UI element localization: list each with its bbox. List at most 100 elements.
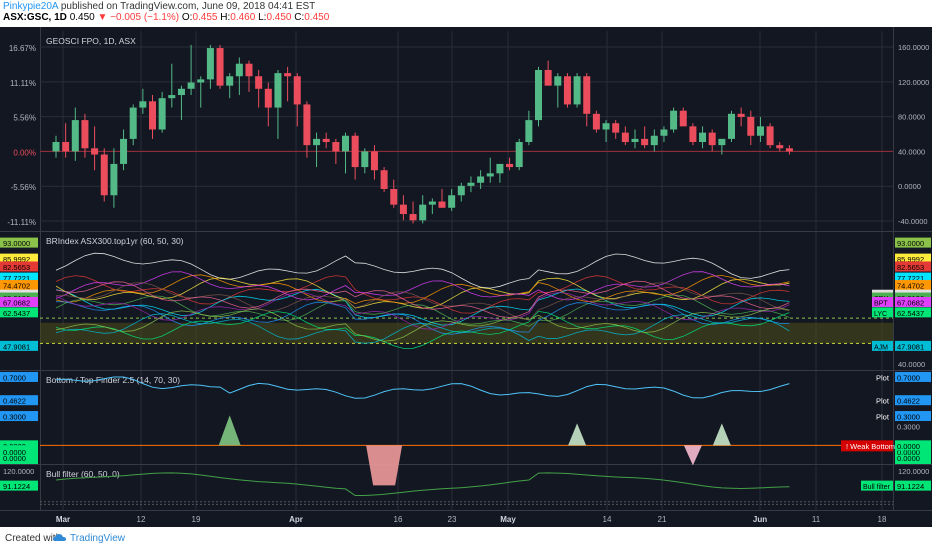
chart-area[interactable]: 16.67%11.11%5.56%0.00%-5.56%-11.11%200.0…: [0, 8, 932, 527]
right-value-text: 47.9081: [897, 342, 924, 351]
weak-bottom-tag: [841, 440, 893, 452]
candle-body: [525, 120, 533, 143]
x-axis-tick: 23: [448, 515, 457, 524]
right-tag-text: Bull filter: [863, 484, 891, 491]
symbol-info: ASX:GSC, 1D 0.450 ▼ −0.005 (−1.1%) O:0.4…: [3, 12, 329, 23]
candle-body: [390, 188, 398, 205]
right-axis-tick: 120.0000: [898, 78, 929, 87]
bottom-signal-marker: [683, 445, 702, 466]
candle-body: [438, 201, 446, 208]
right-axis-tick: 40.0000: [898, 360, 925, 369]
threshold-band: [40, 322, 893, 344]
left-axis-tick: -11.11%: [7, 218, 36, 227]
right-tag-bg: [861, 480, 893, 491]
left-axis-tick: 5.56%: [13, 114, 36, 123]
candle-body: [158, 98, 166, 130]
candle-body: [573, 76, 581, 105]
right-tag-bg: [872, 307, 893, 318]
right-value-text: 0.0000: [897, 448, 920, 457]
candle-body: [535, 69, 542, 121]
open-value: 0.455: [192, 12, 218, 23]
candle-body: [303, 104, 311, 146]
right-value-text: 0.0000: [897, 442, 920, 451]
candle-body: [361, 151, 369, 168]
left-green-block: [0, 445, 38, 464]
candle-body: [293, 76, 301, 105]
close-value: 0.450: [304, 12, 330, 23]
left-value-text: 67.0682: [3, 298, 30, 307]
weak-bottom-text: ! Weak Bottom: [846, 442, 895, 451]
brindex-series-line: [55, 313, 790, 344]
right-value-text: 67.0682: [897, 298, 924, 307]
candle-body: [91, 148, 99, 155]
right-value-tag: [895, 261, 931, 272]
top-signal-marker: [568, 423, 587, 446]
close-label: C:: [294, 12, 305, 23]
candle-body: [631, 138, 639, 143]
left-value-tag: [0, 340, 38, 351]
candle-body: [660, 129, 668, 136]
pane-title-brindex: BRIndex ASX300.top1yr (60, 50, 30): [46, 236, 184, 246]
candle-body: [235, 63, 243, 77]
left-value-tag: [0, 371, 38, 382]
right-value-text: 82.5653: [897, 263, 924, 272]
top-signal-marker: [218, 415, 241, 446]
left-value-text: 77.7221: [3, 274, 30, 283]
candle-body: [149, 101, 156, 130]
brindex-series-line: [55, 310, 790, 349]
candle-body: [428, 201, 436, 205]
right-value-tag: [895, 237, 931, 248]
right-value-tag: [895, 440, 931, 451]
chart-svg[interactable]: 16.67%11.11%5.56%0.00%-5.56%-11.11%200.0…: [0, 8, 932, 527]
brindex-series-line: [55, 275, 790, 314]
candle-body: [621, 132, 629, 143]
left-axis-tick: 16.67%: [9, 44, 36, 53]
right-value-tag: [895, 340, 931, 351]
pane-title-bull: Bull filter (60, 50, 0): [46, 469, 120, 479]
left-value-text: 85.9992: [3, 255, 30, 264]
x-axis-tick: May: [500, 515, 516, 524]
candle-body: [448, 195, 456, 208]
x-axis-tick: 21: [658, 515, 667, 524]
x-axis-tick: Apr: [289, 515, 303, 524]
candle-body: [216, 48, 224, 86]
right-value-text: 91.1224: [897, 482, 924, 491]
right-value-text: 0.0000: [897, 454, 920, 463]
candle-body: [370, 151, 378, 171]
x-axis-tick: 14: [603, 515, 612, 524]
right-value-tag: [895, 280, 931, 291]
left-value-text: 62.5437: [3, 309, 30, 318]
brindex-series-line: [55, 277, 790, 309]
left-value-tag: [0, 411, 38, 422]
left-value-text: 0.0000: [3, 448, 26, 457]
tradingview-brand[interactable]: TradingView: [70, 533, 126, 544]
candle-body: [670, 110, 678, 130]
right-axis-tick: 0.0000: [898, 182, 921, 191]
candle-body: [351, 135, 359, 168]
candle-body: [544, 69, 552, 86]
candle-body: [120, 138, 128, 164]
left-value-text: 74.4702: [3, 282, 30, 291]
author-link[interactable]: Pinkypie20A: [3, 1, 59, 12]
candle-body: [756, 126, 764, 136]
right-value-text: 93.0000: [897, 239, 924, 248]
brindex-series-line: [55, 280, 790, 319]
candle-body: [737, 113, 745, 117]
right-value-tag: [895, 307, 931, 318]
candle-body: [650, 135, 658, 146]
candle-body: [245, 63, 253, 77]
candle-body: [515, 142, 523, 168]
candle-body: [776, 145, 784, 149]
candle-body: [206, 48, 214, 80]
x-axis-tick: Jun: [753, 515, 767, 524]
x-axis-tick: 12: [137, 515, 146, 524]
right-tag-text: AJM: [874, 344, 888, 351]
right-value-tag: [895, 253, 931, 264]
left-value-text: 120.0000: [3, 467, 34, 476]
candle-body: [177, 88, 185, 96]
left-axis-tick: 11.11%: [10, 79, 36, 88]
candle-body: [592, 113, 600, 130]
brindex-series-line: [55, 282, 790, 321]
price-change: −0.005 (−1.1%): [110, 12, 180, 23]
x-axis-tick: 11: [812, 515, 821, 524]
